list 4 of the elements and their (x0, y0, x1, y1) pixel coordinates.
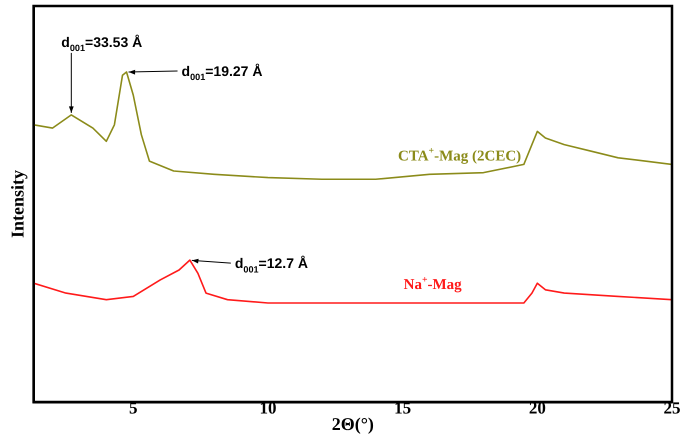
x-axis-title: 2Θ(°) (332, 414, 374, 434)
y-axis-title: Intensity (7, 170, 28, 238)
series-label: Na+-Mag (404, 274, 462, 293)
series-label: CTA+-Mag (2CEC) (398, 146, 522, 164)
